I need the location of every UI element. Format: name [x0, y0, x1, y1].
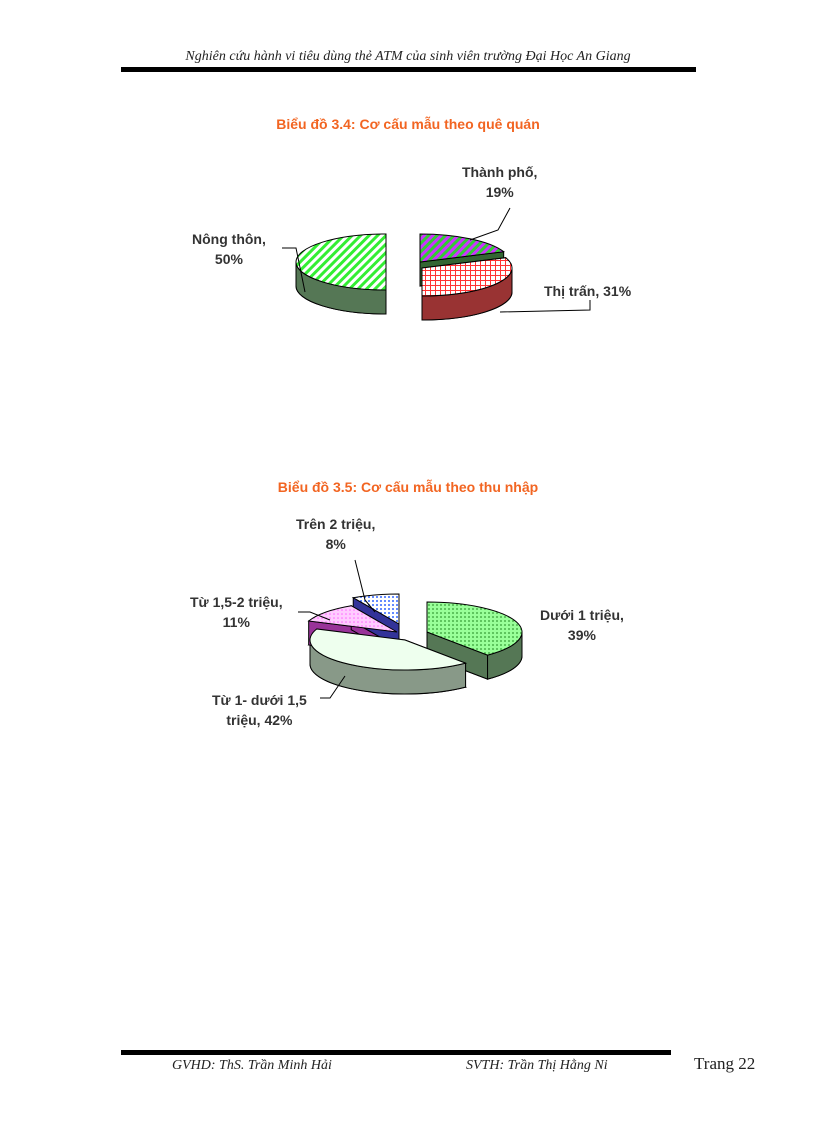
label-nong-thon: Nông thôn, 50%	[192, 231, 266, 267]
label-tu-1-5-2-trieu: Từ 1,5-2 triệu, 11%	[190, 594, 283, 630]
leader-lines	[282, 207, 591, 699]
label-tu-1-duoi-1-5: Từ 1- dưới 1,5 triệu, 42%	[212, 692, 307, 728]
label-tren-2-trieu: Trên 2 triệu, 8%	[296, 516, 376, 552]
chart-title-hometown: Biểu đồ 3.4: Cơ cấu mẫu theo quê quán	[276, 116, 540, 132]
pie-slice	[295, 233, 387, 291]
page-number: Trang 22	[694, 1054, 756, 1073]
footer-advisor: GVHD: ThS. Trần Minh Hải	[172, 1058, 332, 1073]
pie-slice	[419, 233, 505, 263]
label-duoi-1-trieu: Dưới 1 triệu, 39%	[540, 607, 624, 643]
pie-slice	[421, 257, 513, 297]
pie-chart-hometown	[295, 233, 513, 321]
pie-slice	[307, 605, 398, 633]
label-thi-tran: Thị trấn, 31%	[544, 283, 632, 299]
chart-title-income: Biểu đồ 3.5: Cơ cấu mẫu theo thu nhập	[277, 479, 539, 495]
pie-chart-income	[307, 593, 523, 695]
label-thanh-pho: Thành phố, 19%	[462, 164, 538, 200]
page-header: Nghiên cứu hành vi tiêu dùng thẻ ATM của…	[185, 49, 631, 64]
pie-slice	[351, 593, 400, 625]
pie-slice	[426, 601, 523, 656]
pie-slice	[309, 628, 468, 671]
footer-rule	[121, 1050, 671, 1055]
footer-student: SVTH: Trần Thị Hằng Ni	[466, 1058, 608, 1073]
header-rule	[121, 67, 696, 72]
